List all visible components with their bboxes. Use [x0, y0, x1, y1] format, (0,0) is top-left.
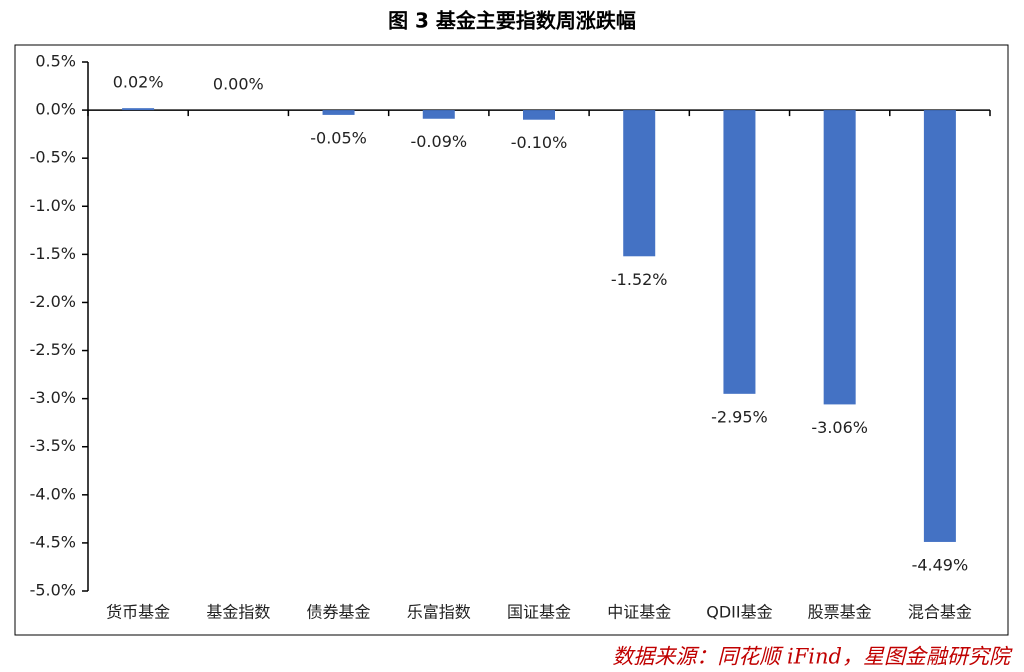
- value-label: -0.05%: [310, 128, 367, 147]
- y-tick-label: -1.0%: [30, 196, 76, 215]
- value-label: 0.00%: [213, 75, 264, 94]
- y-tick-label: 0.0%: [35, 100, 76, 119]
- bar: [523, 110, 555, 120]
- bar: [422, 110, 455, 119]
- bar: [823, 110, 856, 405]
- y-tick-label: 0.5%: [35, 52, 76, 71]
- value-label: -0.09%: [410, 132, 467, 151]
- y-tick-label: -0.5%: [30, 148, 76, 167]
- x-tick-label: 乐富指数: [407, 603, 471, 622]
- bar: [322, 110, 355, 115]
- x-tick-label: 货币基金: [106, 603, 170, 622]
- chart-title: 图 3 基金主要指数周涨跌幅: [388, 9, 636, 33]
- value-label: -4.49%: [912, 555, 969, 574]
- value-label: -1.52%: [611, 270, 668, 289]
- y-tick-label: -5.0%: [30, 581, 76, 600]
- x-tick-label: QDII基金: [706, 603, 772, 622]
- bar: [122, 108, 155, 111]
- bar: [723, 110, 756, 394]
- chart-frame: [14, 44, 1009, 636]
- value-label: 0.02%: [113, 73, 164, 92]
- y-tick-label: -2.0%: [30, 292, 76, 311]
- y-tick-label: -3.5%: [30, 436, 76, 455]
- x-tick-label: 中证基金: [607, 603, 671, 622]
- x-tick-label: 债券基金: [307, 603, 371, 622]
- y-tick-label: -4.5%: [30, 532, 76, 551]
- bar: [623, 110, 656, 257]
- source-note: 数据来源：同花顺 iFind，星图金融研究院: [612, 645, 1013, 669]
- bar: [923, 110, 956, 542]
- x-tick-label: 股票基金: [808, 603, 872, 622]
- value-label: -2.95%: [711, 407, 768, 426]
- x-tick-label: 混合基金: [908, 603, 972, 622]
- y-tick-label: -2.5%: [30, 340, 76, 359]
- y-tick-label: -3.0%: [30, 388, 76, 407]
- value-label: -3.06%: [811, 418, 868, 437]
- y-tick-label: -4.0%: [30, 484, 76, 503]
- x-tick-label: 国证基金: [507, 603, 571, 622]
- x-tick-label: 基金指数: [206, 603, 270, 622]
- y-tick-label: -1.5%: [30, 244, 76, 263]
- value-label: -0.10%: [511, 133, 568, 152]
